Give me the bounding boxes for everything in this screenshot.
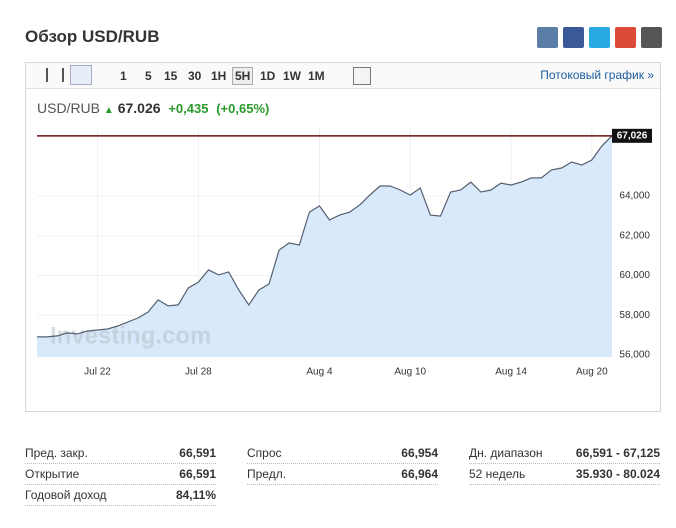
price: 67.026 [117, 100, 161, 116]
stat-label: 52 недель [469, 467, 526, 481]
gplus-icon[interactable] [615, 27, 636, 48]
facebook-icon[interactable] [563, 27, 584, 48]
stat-value: 35.930 - 80.024 [575, 467, 660, 481]
stat-value: 66,591 [179, 467, 216, 481]
stat-value: 66,591 [179, 446, 216, 460]
stat-value: 84,11% [175, 488, 216, 502]
toolbar: 1 5 15 30 1H 5H 1D 1W 1M [26, 63, 660, 89]
watermark: Investing.com [50, 322, 211, 349]
y-tick-label: 64,000 [619, 191, 650, 202]
chart: 56,000 58,000 60,000 62,000 64,000 Jul 22 Jul … [37, 127, 652, 378]
interval-button[interactable]: 15 [164, 69, 178, 83]
interval-button[interactable]: 1D [260, 69, 276, 83]
twitter-icon[interactable] [589, 27, 610, 48]
last-price-label: 67,026 [617, 130, 648, 141]
stat-label: Годовой доход [25, 488, 107, 502]
interval-button[interactable]: 30 [188, 69, 202, 83]
page-title: Обзор USD/RUB [25, 27, 160, 46]
change-pct: (+0,65%) [216, 101, 270, 116]
candle-icon[interactable] [46, 68, 64, 82]
vk-icon[interactable] [537, 27, 558, 48]
stat-label: Дн. диапазон [469, 446, 543, 460]
mail-icon[interactable] [641, 27, 662, 48]
stat-cell: 52 недель 35.930 - 80.024 [469, 463, 660, 485]
x-tick-label: Aug 4 [306, 367, 333, 378]
last-price-box [612, 128, 652, 143]
interval-button[interactable]: 1M [308, 69, 325, 83]
stat-label: Спрос [247, 446, 282, 460]
chart-box [25, 62, 661, 412]
stat-label: Предл. [247, 467, 287, 481]
stat-cell: Дн. диапазон 66,591 - 67,125 [469, 442, 660, 464]
y-tick-label: 56,000 [619, 350, 650, 361]
stat-value: 66,591 - 67,125 [575, 446, 660, 460]
interval-button[interactable]: 1 [120, 69, 127, 83]
stat-cell: Открытие 66,591 [25, 463, 216, 485]
area-icon[interactable] [70, 65, 92, 85]
up-arrow: ▲ [103, 105, 114, 116]
symbol: USD/RUB [37, 100, 101, 116]
x-tick-label: Aug 14 [495, 367, 527, 378]
stat-value: 66,954 [401, 446, 438, 460]
stat-label: Открытие [25, 467, 80, 481]
stat-label: Пред. закр. [25, 446, 88, 460]
y-tick-label: 58,000 [619, 310, 650, 321]
stat-cell: Пред. закр. 66,591 [25, 442, 216, 464]
stream-link[interactable]: Потоковый график » [540, 68, 654, 82]
quote: USD/RUB ▲ 67.026 +0,435 (+0,65%) [37, 100, 269, 116]
x-tick-label: Aug 20 [576, 367, 608, 378]
line [37, 135, 613, 338]
stat-value: 66,964 [401, 467, 438, 481]
interval-button[interactable]: 5H [232, 67, 254, 85]
y-tick-label: 62,000 [619, 230, 650, 241]
stat-cell: Спрос 66,954 [247, 442, 438, 464]
x-tick-label: Jul 22 [84, 367, 111, 378]
x-tick-label: Jul 28 [185, 367, 212, 378]
interval-button[interactable]: 5 [145, 69, 152, 83]
settings-icon[interactable] [353, 67, 371, 85]
stat-cell: Предл. 66,964 [247, 463, 438, 485]
x-tick-label: Aug 10 [394, 367, 426, 378]
y-tick-label: 60,000 [619, 270, 650, 281]
stat-cell: Годовой доход 84,11% [25, 484, 216, 506]
interval-button[interactable]: 1W [283, 69, 301, 83]
interval-button[interactable]: 1H [211, 69, 227, 83]
change: +0,435 [168, 101, 209, 116]
